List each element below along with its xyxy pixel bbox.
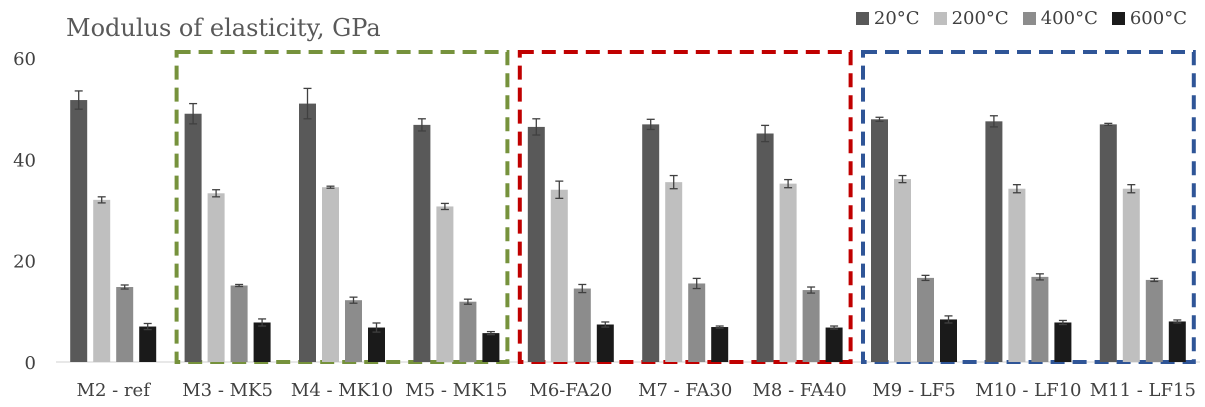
x-tick-label: M8 - FA40: [752, 380, 846, 401]
bar: [459, 301, 477, 362]
bar: [1099, 124, 1117, 362]
bar: [482, 333, 500, 362]
bar: [345, 300, 362, 362]
x-tick-label: M11 - LF15: [1090, 380, 1196, 401]
bar: [436, 206, 454, 362]
bar: [1145, 279, 1163, 362]
bar: [527, 126, 545, 362]
bar: [207, 193, 225, 362]
legend-swatch-600c: [1111, 12, 1125, 25]
bar: [825, 327, 843, 362]
x-tick-label: M9 - LF5: [872, 380, 955, 401]
group-box-1: [174, 50, 510, 364]
bar: [413, 124, 431, 362]
legend: 20°C 200°C 400°C 600°C: [855, 8, 1187, 29]
legend-label-200c: 200°C: [951, 8, 1009, 29]
bar: [93, 199, 111, 362]
bar: [940, 319, 957, 362]
x-tick-label: M3 - MK5: [182, 380, 273, 401]
bar: [139, 326, 157, 362]
y-tick-label: 20: [13, 252, 36, 273]
y-tick-label: 60: [13, 49, 36, 70]
bar: [184, 113, 202, 362]
bar: [70, 100, 88, 362]
x-tick-label: M10 - LF10: [975, 380, 1081, 401]
x-tick-label: M6-FA20: [529, 380, 612, 401]
bar: [299, 103, 316, 362]
bar: [756, 133, 774, 362]
bar: [253, 322, 271, 362]
bar: [1054, 322, 1072, 362]
bar: [665, 182, 683, 362]
bar: [116, 287, 134, 362]
y-tick-label: 40: [13, 150, 36, 171]
bar: [1031, 276, 1049, 362]
group-box-3: [861, 50, 1196, 364]
bar: [1008, 188, 1026, 362]
bar: [230, 285, 248, 362]
x-tick-label: M7 - FA30: [638, 380, 732, 401]
legend-swatch-400c: [1022, 12, 1036, 25]
bar: [573, 288, 591, 362]
bar: [550, 189, 568, 362]
bar: [596, 324, 614, 362]
bar: [1168, 321, 1186, 362]
chart-title: Modulus of elasticity, GPa: [66, 14, 381, 42]
legend-label-20c: 20°C: [873, 8, 920, 29]
y-tick-label: 0: [25, 353, 36, 374]
x-tick-label: M4 - MK10: [291, 380, 393, 401]
bar: [917, 277, 934, 362]
bar: [802, 290, 820, 362]
bar: [779, 183, 797, 362]
bar: [711, 327, 729, 362]
legend-label-600c: 600°C: [1129, 8, 1187, 29]
bar: [871, 119, 888, 362]
legend-item-20c: 20°C: [855, 8, 920, 29]
x-tick-label: M2 - ref: [77, 380, 152, 401]
bar: [368, 327, 385, 362]
legend-item-400c: 400°C: [1022, 8, 1098, 29]
legend-swatch-20c: [855, 12, 869, 25]
bar: [322, 187, 339, 362]
bar: [985, 121, 1003, 362]
legend-item-200c: 200°C: [933, 8, 1009, 29]
bar: [894, 179, 911, 362]
x-tick-label: M5 - MK15: [405, 380, 507, 401]
group-box-2: [517, 50, 853, 364]
legend-label-400c: 400°C: [1040, 8, 1098, 29]
bar: [642, 124, 660, 362]
bar: [1122, 188, 1140, 362]
bar: [688, 283, 706, 362]
legend-item-600c: 600°C: [1111, 8, 1187, 29]
legend-swatch-200c: [933, 12, 947, 25]
